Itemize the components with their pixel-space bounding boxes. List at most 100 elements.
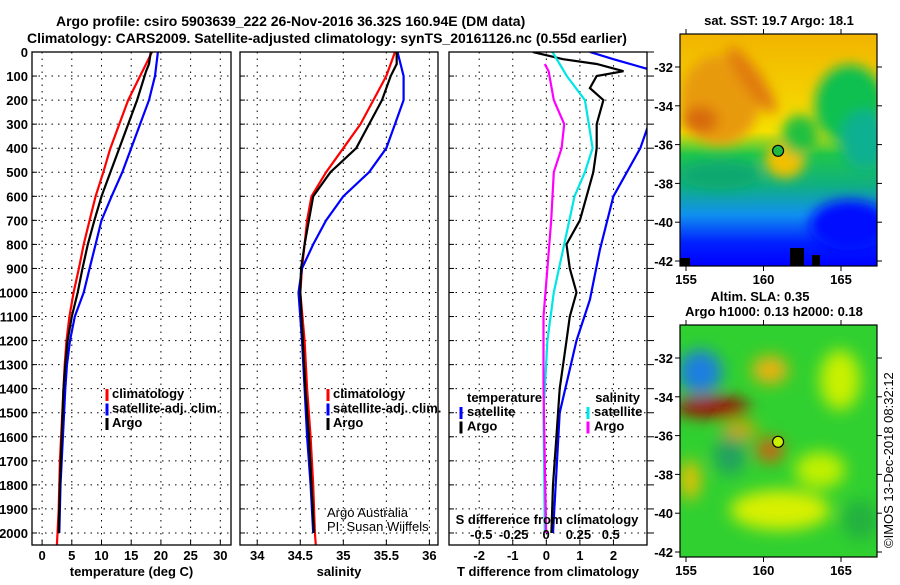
panel-frame <box>448 51 648 546</box>
y-tick-label: 1300 <box>0 358 28 373</box>
lon-tick-label: 155 <box>675 563 697 578</box>
y-tick-label: 1000 <box>0 285 28 300</box>
difference-panel: -2 -1 0 1 2T difference from climatology temp… <box>448 51 654 579</box>
series-line-salinity-argo <box>542 63 566 534</box>
x-tick-label: 0 <box>543 548 550 563</box>
lat-tick-label: -34 <box>654 99 674 114</box>
x2-tick-label: 0.25 <box>566 527 591 542</box>
sst-map-title: sat. SST: 19.7 Argo: 18.1 <box>704 13 854 28</box>
x2-tick-label: 0 <box>542 527 549 542</box>
attribution-text: PI: Susan Wijffels <box>327 519 429 534</box>
y-tick-label: 900 <box>6 261 28 276</box>
y-tick-label: 1200 <box>0 334 28 349</box>
y-tick-label: 600 <box>6 189 28 204</box>
y-tick-label: 0 <box>21 45 28 60</box>
legend-title-salinity: salinity <box>595 390 641 405</box>
lon-tick-label: 165 <box>830 272 852 287</box>
sla-map-title-2: Argo h1000: 0.13 h2000: 0.18 <box>685 304 863 319</box>
y-tick-label: 1800 <box>0 478 28 493</box>
sst-map-image <box>680 34 877 266</box>
y-tick-label: 1500 <box>0 406 28 421</box>
lon-tick-label: 160 <box>753 272 775 287</box>
series-line-climatology <box>299 52 397 545</box>
x-tick-label: 1 <box>576 548 583 563</box>
legend-label: satellite-adj. clim. <box>112 401 220 416</box>
x-tick-label: 15 <box>124 548 138 563</box>
argo-position-marker <box>771 435 785 448</box>
argo-position-marker <box>771 144 785 157</box>
legend-label: Argo <box>594 419 624 434</box>
x-tick-label: 30 <box>213 548 227 563</box>
lat-tick-label: -42 <box>654 545 673 560</box>
y-tick-label: 1900 <box>0 502 28 517</box>
x-axis-label: T difference from climatology <box>457 564 640 579</box>
lat-tick-label: -34 <box>654 390 674 405</box>
panel-frame <box>239 51 439 546</box>
x-tick-label: 10 <box>94 548 108 563</box>
x-tick-label: -2 <box>473 548 485 563</box>
y-tick-label: 800 <box>6 237 28 252</box>
lon-tick-label: 155 <box>675 272 697 287</box>
x-axis-label: temperature (deg C) <box>70 564 194 579</box>
sla-map-title-1: Altim. SLA: 0.35 <box>711 289 810 304</box>
lat-tick-label: -38 <box>654 176 673 191</box>
series-group <box>297 52 405 545</box>
panel-frame <box>31 51 232 546</box>
series-line-temperature-satellite <box>551 52 647 534</box>
lat-tick-label: -42 <box>654 254 673 269</box>
x2-tick-label: -0.5 <box>470 527 492 542</box>
sla-map-frame <box>679 324 878 558</box>
title-line-2: Climatology: CARS2009. Satellite-adjuste… <box>27 30 627 46</box>
x-tick-label: 34.5 <box>288 548 313 563</box>
x2-tick-label: -0.25 <box>499 527 529 542</box>
legend-label: satellite-adj. clim. <box>333 401 441 416</box>
lon-tick-label: 165 <box>830 563 852 578</box>
x-tick-label: 35.5 <box>374 548 399 563</box>
y-tick-label: 2000 <box>0 526 28 541</box>
x-tick-label: -1 <box>507 548 519 563</box>
title-line-1: Argo profile: csiro 5903639_222 26-Nov-2… <box>56 13 525 29</box>
lon-tick-label: 160 <box>753 563 775 578</box>
lat-tick-label: -38 <box>654 467 673 482</box>
y-tick-label: 400 <box>6 141 28 156</box>
legend-label: Argo <box>333 415 363 430</box>
series-group <box>55 52 159 545</box>
sla-map: Altim. SLA: 0.35 Argo h1000: 0.13 h2000:… <box>654 289 882 578</box>
lat-tick-label: -32 <box>654 60 673 75</box>
y-tick-label: 300 <box>6 117 28 132</box>
lat-tick-label: -40 <box>654 506 673 521</box>
y-tick-label: 500 <box>6 165 28 180</box>
x-axis-label: salinity <box>317 564 363 579</box>
legend-label: climatology <box>112 386 185 401</box>
series-line-satellite-adj-clim- <box>58 52 159 534</box>
series-line-salinity-satellite <box>542 52 594 534</box>
sst-map: sat. SST: 19.7 Argo: 18.1 155 160 165 -32 -3… <box>654 13 882 287</box>
legend-label: Argo <box>112 415 142 430</box>
salinity-panel: 34 34.5 35 35.5 36 salinity climatologysatelli… <box>239 51 441 579</box>
sst-map-frame <box>679 33 878 267</box>
series-line-temperature-argo <box>532 52 624 534</box>
y-tick-label: 1100 <box>0 310 28 325</box>
x2-axis-label: S difference from climatology <box>456 512 640 527</box>
series-line-argo <box>57 52 152 534</box>
series-group <box>532 52 647 534</box>
lat-tick-label: -36 <box>654 138 673 153</box>
x-tick-label: 5 <box>68 548 75 563</box>
series-line-argo <box>299 52 398 534</box>
temperature-panel: 0100200300400500600700800900100011001200… <box>0 45 232 579</box>
legend-label: climatology <box>333 386 406 401</box>
x-tick-label: 25 <box>183 548 197 563</box>
x-tick-label: 2 <box>610 548 617 563</box>
series-line-climatology <box>55 52 153 545</box>
y-tick-label: 100 <box>6 69 28 84</box>
x-tick-label: 34 <box>250 548 265 563</box>
y-tick-label: 1700 <box>0 454 28 469</box>
legend-label: satellite <box>594 404 642 419</box>
y-tick-label: 1600 <box>0 430 28 445</box>
legend-label: Argo <box>467 419 497 434</box>
x-tick-label: 0 <box>38 548 45 563</box>
attribution-text: Argo Australia <box>327 505 409 520</box>
x-tick-label: 36 <box>422 548 436 563</box>
lat-tick-label: -40 <box>654 215 673 230</box>
